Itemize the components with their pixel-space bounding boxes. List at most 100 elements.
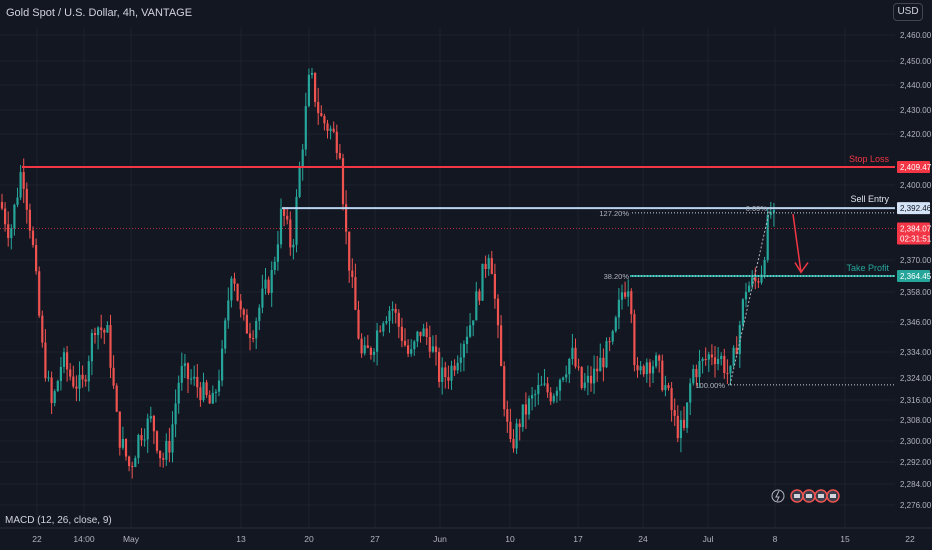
candle-body <box>605 341 608 368</box>
candle-body <box>208 394 211 404</box>
currency-button[interactable]: USD <box>893 3 923 21</box>
candle-body <box>766 214 769 260</box>
candle-body <box>472 320 475 326</box>
candle-body <box>286 215 289 220</box>
price-tick-label: 2,334.00 <box>900 348 932 357</box>
sell-entry-label: Sell Entry <box>850 194 889 204</box>
candle-body <box>717 358 720 365</box>
candle-body <box>196 376 199 388</box>
time-tick-label: Jul <box>703 534 714 544</box>
candle-body <box>50 377 53 404</box>
time-tick-label: 17 <box>573 534 583 544</box>
candle-body <box>543 383 546 385</box>
candle-body <box>329 128 332 131</box>
candle-body <box>500 325 503 367</box>
candle-body <box>422 328 425 337</box>
candle-body <box>760 274 763 283</box>
lightning-icon <box>771 489 785 503</box>
candle-body <box>59 366 62 382</box>
candle-body <box>648 362 651 374</box>
price-tick-label: 2,420.00 <box>900 130 932 139</box>
candle-body <box>248 333 252 338</box>
candle-body <box>279 208 283 245</box>
macd-indicator-label[interactable]: MACD (12, 26, close, 9) <box>5 515 112 526</box>
candle-body <box>252 337 255 339</box>
current-price-tag-bg <box>897 222 930 245</box>
candle-body <box>326 123 329 131</box>
stop-loss-label: Stop Loss <box>849 154 890 164</box>
candle-body <box>118 411 121 448</box>
candle-body <box>599 357 602 372</box>
candle-body <box>242 309 245 315</box>
candle-body <box>682 419 686 428</box>
candle-body <box>202 382 205 401</box>
price-tick-label: 2,346.00 <box>900 318 932 327</box>
candle-body <box>320 113 323 117</box>
price-tick-label: 2,400.00 <box>900 181 932 190</box>
candle-body <box>763 259 766 275</box>
candle-body <box>744 291 748 300</box>
candle-body <box>549 392 552 402</box>
candle-body <box>403 340 407 346</box>
candle-body <box>670 388 673 411</box>
candle-body <box>87 361 90 382</box>
candle-body <box>233 278 236 284</box>
candle-body <box>642 366 645 375</box>
target-arrow-head <box>794 262 809 274</box>
chart-title: Gold Spot / U.S. Dollar, 4h, VANTAGE <box>6 7 193 19</box>
lightning-icon-bolt <box>775 490 780 502</box>
candle-body <box>651 366 655 374</box>
candle-body <box>193 376 196 379</box>
candle-body <box>137 434 140 459</box>
candle-body <box>335 131 338 153</box>
candle-body <box>704 358 707 360</box>
candle-body <box>103 329 106 333</box>
candle-body <box>729 365 732 374</box>
candle-body <box>484 263 487 270</box>
candle-body <box>574 347 577 367</box>
candle-body <box>558 379 562 391</box>
candle-body <box>180 365 183 383</box>
candle-body <box>496 298 500 326</box>
fib-label: 38.20% <box>604 272 630 281</box>
candle-body <box>571 347 574 359</box>
event-icons <box>771 489 840 503</box>
candle-body <box>562 377 565 380</box>
time-tick-label: 14:00 <box>73 534 95 544</box>
candle-body <box>155 431 159 451</box>
candle-body <box>276 244 279 262</box>
candle-body <box>741 299 744 326</box>
candle-body <box>720 355 723 359</box>
candle-body <box>106 325 109 333</box>
candle-body <box>441 367 444 382</box>
candle-body <box>676 415 679 439</box>
fib-trend-line <box>729 208 771 386</box>
candle-body <box>338 152 341 159</box>
candle-body <box>382 323 385 332</box>
sell-entry-price-tag-bg <box>897 202 930 215</box>
candle-body <box>239 300 242 310</box>
candle-body <box>171 424 174 453</box>
candle-body <box>25 188 28 210</box>
candle-body <box>636 365 639 371</box>
price-tick-label: 2,284.00 <box>900 480 932 489</box>
candle-body <box>620 292 624 300</box>
candle-body <box>695 368 698 378</box>
candle-body <box>90 332 93 362</box>
candle-body <box>62 352 66 367</box>
candle-body <box>38 271 41 316</box>
candle-body <box>664 385 667 391</box>
candle-body <box>214 391 217 393</box>
candle-body <box>230 278 233 301</box>
time-tick-label: 22 <box>905 534 915 544</box>
candle-body <box>614 317 617 332</box>
candle-body <box>41 315 44 343</box>
candle-body <box>255 320 258 339</box>
candle-body <box>56 381 59 392</box>
candle-body <box>112 367 115 386</box>
candle-body <box>707 354 710 360</box>
candle-body <box>416 331 419 342</box>
candle-body <box>354 276 357 310</box>
candle-body <box>465 336 469 345</box>
